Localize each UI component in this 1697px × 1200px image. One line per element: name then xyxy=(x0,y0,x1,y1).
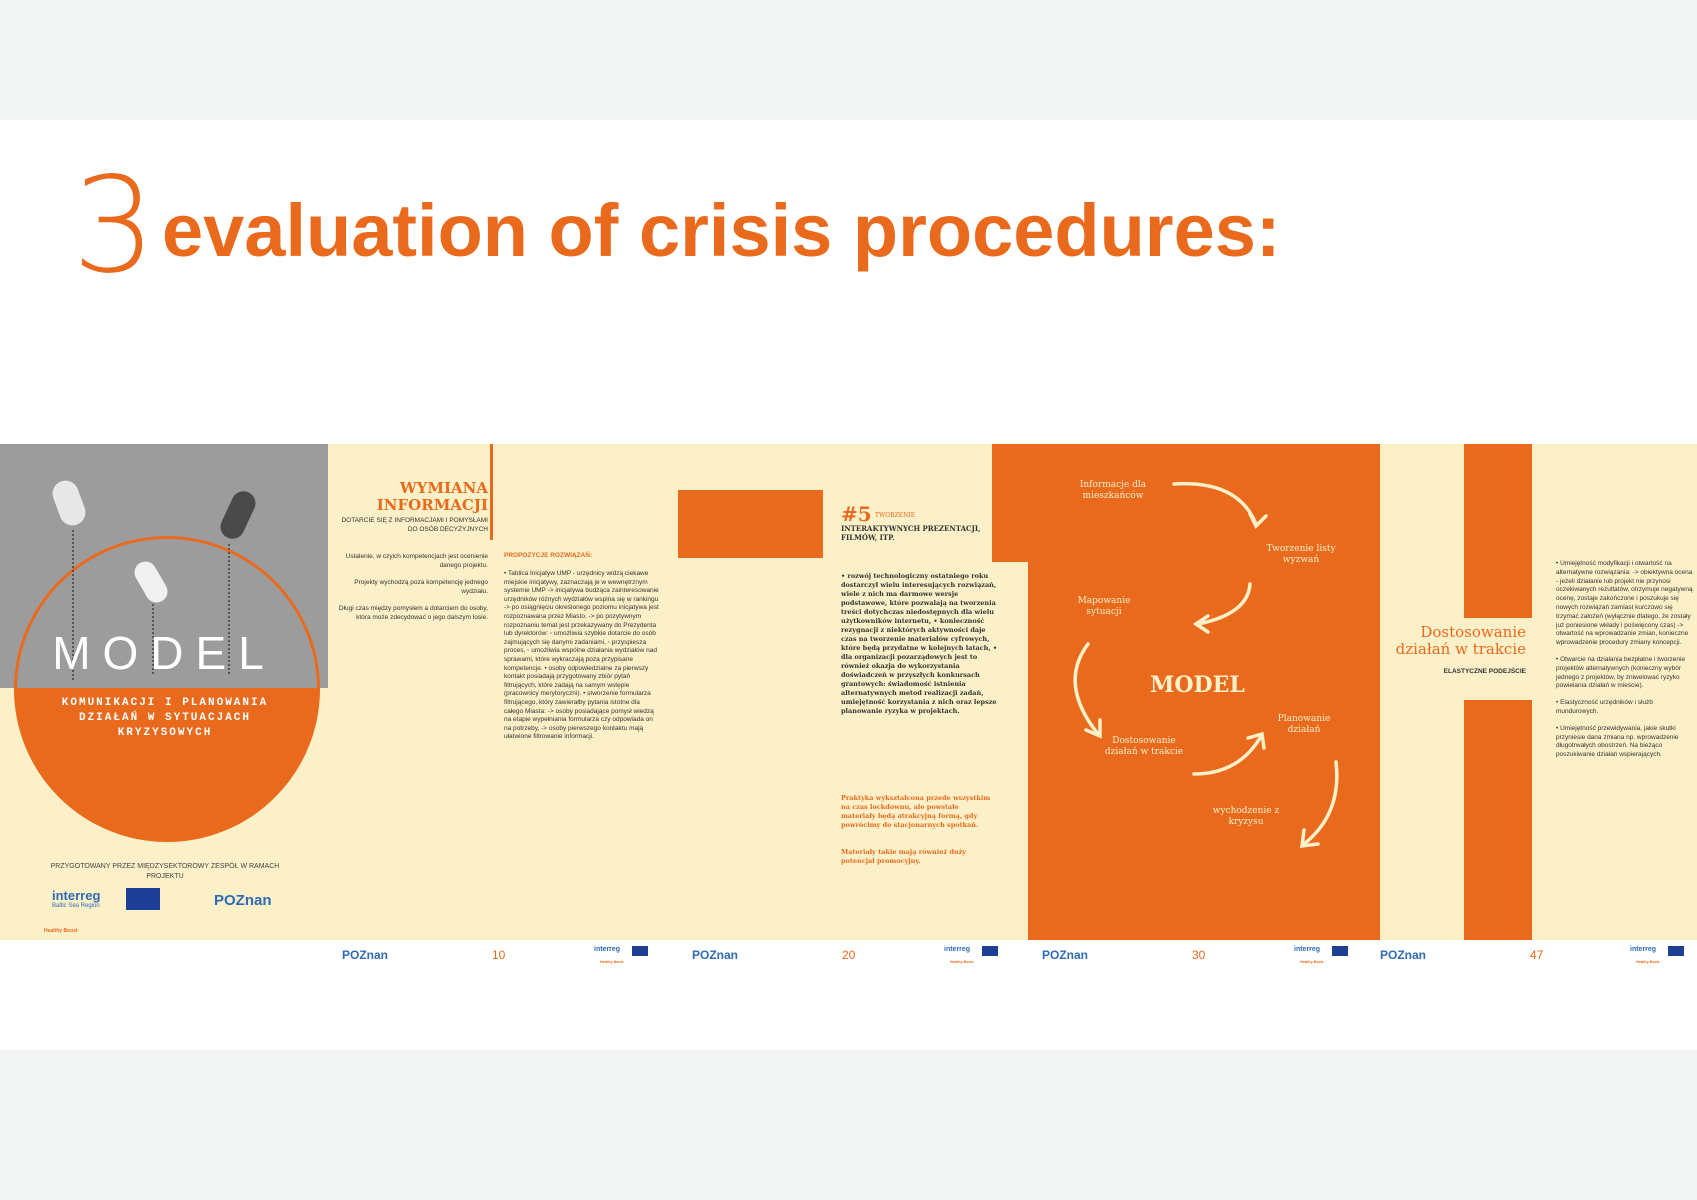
vertical-divider xyxy=(490,444,493,540)
page10-paragraph: Ustalenie, w czyich kompetencjach jest o… xyxy=(345,553,488,569)
footer-eu-flag-icon xyxy=(1332,946,1348,956)
slide-heading: 3 evaluation of crisis procedures: xyxy=(72,160,1281,292)
poznan-logo: POZnan xyxy=(214,892,272,909)
footer-interreg-logo: interreg xyxy=(1630,946,1657,953)
document-strip: MODEL KOMUNIKACJI I PLANOWANIA DZIAŁAŃ W… xyxy=(0,444,1697,940)
footer-healthy-boost: Healthy Boost xyxy=(1300,960,1324,964)
arrow-icon xyxy=(1192,736,1262,776)
page10-subtitle: DOTARCIE SIĘ Z INFORMACJAMI I POMYSŁAMI … xyxy=(341,517,488,533)
cover-prepared-by: PRZYGOTOWANY PRZEZ MIĘDZYSEKTOROWY ZESPÓ… xyxy=(50,863,280,880)
phone-cord-icon xyxy=(152,604,158,674)
page-30[interactable]: Informacje dla mieszkańców Tworzenie lis… xyxy=(1028,444,1380,940)
phone-cord-icon xyxy=(72,530,78,680)
footer-healthy-boost: Healthy Boost xyxy=(950,960,974,964)
arrow-icon xyxy=(1192,614,1210,634)
footer-interreg-logo: interreg xyxy=(1294,946,1321,953)
cycle-label-challenges: Tworzenie listy wyzwań xyxy=(1266,544,1336,565)
cover-circle-outline xyxy=(14,536,320,842)
cover-page[interactable]: MODEL KOMUNIKACJI I PLANOWANIA DZIAŁAŃ W… xyxy=(0,444,328,940)
page10-proposals-label: PROPOZYCJE ROZWIĄZAŃ: xyxy=(504,552,593,559)
cover-subtitle: KOMUNIKACJI I PLANOWANIA DZIAŁAŃ W SYTUA… xyxy=(61,697,269,739)
footer-eu-flag-icon xyxy=(632,946,648,956)
arrow-icon xyxy=(1246,731,1266,750)
cycle-label-mapping: Mapowanie sytuacji xyxy=(1077,596,1131,617)
footer-eu-flag-icon xyxy=(1668,946,1684,956)
page47-subtitle: ELASTYCZNE PODEJŚCIE xyxy=(1443,668,1526,675)
page20-number-tag: TWORZENIE xyxy=(875,512,916,519)
cycle-label-info: Informacje dla mieszkańców xyxy=(1079,480,1147,501)
page20-number-subtitle: INTERAKTYWNYCH PREZENTACJI, FILMÓW, ITP. xyxy=(841,524,981,542)
page10-title: WYMIANA INFORMACJI xyxy=(376,479,488,514)
cycle-model-center: MODEL xyxy=(1150,672,1245,698)
eu-flag-icon xyxy=(126,888,160,910)
page10-right-column: • Tablica Inicjatyw UMP - urzędnicy widz… xyxy=(504,570,659,741)
footer-interreg-logo: interreg xyxy=(944,946,971,953)
arrow-icon xyxy=(1302,760,1339,846)
cycle-label-exit: wychodzenie z kryzysu xyxy=(1212,806,1280,827)
footer-page-number: 30 xyxy=(1192,948,1206,962)
page47-paragraph: • Umiejętność modyfikacji i otwartość na… xyxy=(1556,560,1693,647)
footer-poznan-logo: POZnan xyxy=(342,948,389,962)
page10-left-column: Ustalenie, w czyich kompetencjach jest o… xyxy=(332,552,488,630)
page-10[interactable]: WYMIANA INFORMACJI DOTARCIE SIĘ Z INFORM… xyxy=(328,444,678,940)
cover-model-word: MODEL xyxy=(52,627,276,679)
orange-block xyxy=(678,490,823,558)
footer-page-number: 20 xyxy=(842,948,856,962)
footer-healthy-boost: Healthy Boost xyxy=(1636,960,1660,964)
footer-poznan-logo: POZnan xyxy=(1380,948,1427,962)
arrow-icon xyxy=(1084,718,1102,739)
footer-page-number: 47 xyxy=(1530,948,1544,962)
heading-title: evaluation of crisis procedures: xyxy=(161,189,1281,272)
page10-paragraph: Projekty wychodzą poza kompetencję jedne… xyxy=(354,579,488,595)
cycle-arrows xyxy=(1073,481,1339,849)
slide: 3 evaluation of crisis procedures: MODEL… xyxy=(0,120,1697,1050)
orange-column-bottom xyxy=(1464,700,1532,940)
orange-tab xyxy=(992,444,1028,562)
footer-healthy-boost: Healthy Boost xyxy=(600,960,624,964)
page47-title: Dostosowanie działań w trakcie xyxy=(1395,623,1526,658)
cycle-label-planning: Planowanie działań xyxy=(1277,714,1331,735)
page20-materials-note: Materiały takie mają również duży potenc… xyxy=(841,848,967,865)
footer-page-number: 10 xyxy=(492,948,506,962)
page20-number: #5 xyxy=(841,502,872,526)
arrow-icon xyxy=(1248,512,1268,529)
orange-column-top xyxy=(1464,444,1532,618)
phone-cord-icon xyxy=(228,544,234,674)
page20-practice-note: Praktyka wykształcona przede wszystkim n… xyxy=(841,794,991,829)
arrow-icon xyxy=(1172,481,1258,526)
footer-poznan-logo: POZnan xyxy=(692,948,739,962)
page-20[interactable]: #5 TWORZENIE INTERAKTYWNYCH PREZENTACJI,… xyxy=(678,444,1028,940)
footer-interreg-logo: interreg xyxy=(594,946,621,953)
heading-number: 3 xyxy=(72,149,156,303)
page47-paragraph: • Elastyczność urzędników i służb mundur… xyxy=(1556,699,1653,715)
page-47[interactable]: Dostosowanie działań w trakcie ELASTYCZN… xyxy=(1380,444,1697,940)
page-footers: POZnan 10 interreg Healthy Boost POZnan … xyxy=(0,940,1697,974)
cycle-label-adjusting: Dostosowanie działań w trakcie xyxy=(1104,736,1184,757)
page47-paragraph: • Otwarcie na działania bezpłatne i twor… xyxy=(1556,655,1686,690)
arrow-icon xyxy=(1196,582,1252,626)
page47-paragraph: • Umiejętność przewidywania, jakie skutk… xyxy=(1556,724,1679,759)
interreg-logo: interreg Baltic Sea Region xyxy=(52,888,101,909)
footer-poznan-logo: POZnan xyxy=(1042,948,1089,962)
arrow-icon xyxy=(1073,642,1100,736)
page10-paragraph: Długi czas między pomysłem a dotarciem d… xyxy=(338,605,488,621)
footer-eu-flag-icon xyxy=(982,946,998,956)
page47-text: • Umiejętność modyfikacji i otwartość na… xyxy=(1556,560,1696,768)
healthy-boost-label: Healthy Boost xyxy=(44,928,78,934)
arrow-icon xyxy=(1299,828,1320,849)
page20-bullet-list: • rozwój technologiczny ostatniego roku … xyxy=(841,572,998,715)
